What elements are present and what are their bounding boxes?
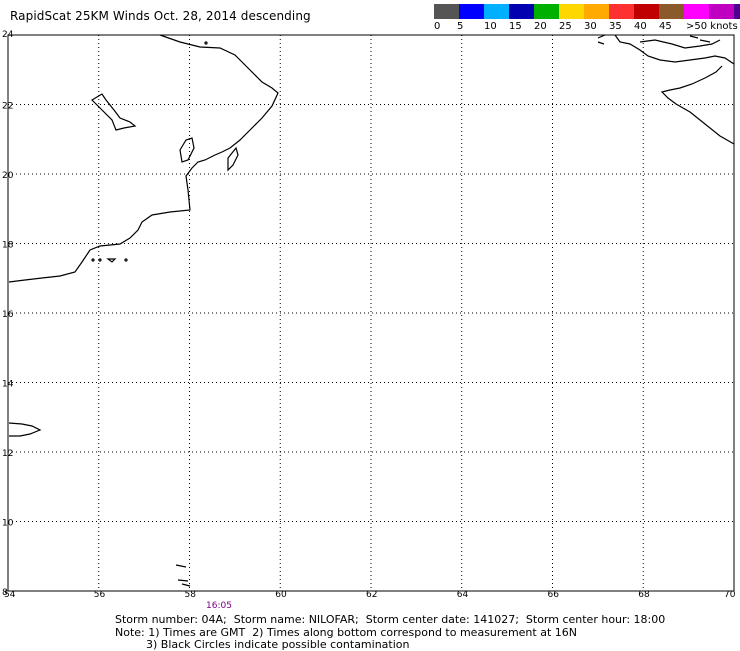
islet: [91, 258, 95, 262]
x-tick-label: 64: [457, 590, 469, 600]
x-tick-label: 70: [724, 590, 736, 600]
coast-inlet: [179, 137, 195, 163]
legend-swatch: [459, 4, 484, 19]
x-tick-label: 56: [94, 590, 106, 600]
legend-label: 45: [659, 21, 672, 32]
x-tick-label: 60: [275, 590, 287, 600]
islet: [98, 258, 102, 262]
y-tick-label: 12: [2, 449, 13, 459]
x-tick-label: 58: [185, 590, 197, 600]
y-tick-label: 18: [2, 241, 14, 251]
x-tick-label: 66: [548, 590, 560, 600]
y-tick-label: 14: [2, 380, 14, 390]
x-tick-label: 54: [4, 590, 16, 600]
y-tick-label: 20: [2, 171, 14, 181]
legend-swatch: [584, 4, 609, 19]
wind-barb: [175, 564, 191, 587]
socotra-island: [8, 422, 42, 437]
legend-swatch: [684, 4, 709, 19]
legend-swatch: [559, 4, 584, 19]
legend-swatch: [709, 4, 734, 19]
legend-swatch: [634, 4, 659, 19]
islet: [204, 41, 208, 45]
wind-speed-legend: 0 5 10 15 20 25 30 35 40 45 >50 knots: [434, 4, 740, 32]
legend-swatch: [734, 4, 740, 19]
legend-label: 10: [484, 21, 497, 32]
legend-label: 15: [509, 21, 522, 32]
legend-swatch: [509, 4, 534, 19]
y-tick-label: 10: [2, 519, 14, 529]
legend-label: 0: [434, 21, 441, 32]
y-tick-label: 16: [2, 310, 14, 320]
legend-label: 40: [634, 21, 647, 32]
coastline: [8, 34, 735, 587]
coast-detail: [597, 35, 711, 45]
time-label: 16:05: [206, 601, 232, 611]
legend-label: 35: [609, 21, 622, 32]
kathiawar-coast: [660, 65, 735, 145]
y-tick-label: 8: [2, 588, 8, 598]
y-tick-label: 22: [2, 102, 13, 112]
storm-info: Storm number: 04A; Storm name: NILOFAR; …: [115, 613, 666, 626]
legend-swatch: [484, 4, 509, 19]
y-tick-label: 24: [2, 30, 14, 40]
islet: [124, 258, 128, 262]
note-line-1: Note: 1) Times are GMT 2) Times along bo…: [115, 626, 577, 639]
legend-swatch: [609, 4, 634, 19]
legend-label: 25: [559, 21, 572, 32]
legend-label: 5: [457, 21, 464, 32]
masirah-island: [227, 146, 239, 172]
note-line-2: 3) Black Circles indicate possible conta…: [146, 638, 410, 651]
map-title: RapidScat 25KM Winds Oct. 28, 2014 desce…: [10, 9, 311, 23]
gulf-of-kutch: [639, 39, 721, 49]
lat-lon-grid: 54 56 58 60 62 64 66 68 70 24 22 20 18 16 14 12 10 8 16:05: [2, 30, 736, 611]
island-north: [91, 93, 137, 131]
legend-label: >50 knots: [686, 21, 738, 32]
legend-swatch: [659, 4, 684, 19]
legend-swatch: [534, 4, 559, 19]
oman-coast: [8, 34, 279, 283]
india-coast: [597, 34, 735, 65]
x-tick-label: 62: [366, 590, 377, 600]
x-tick-label: 68: [638, 590, 650, 600]
islet: [106, 258, 117, 263]
legend-swatch: [434, 4, 459, 19]
color-scale: [434, 4, 740, 19]
legend-label: 30: [584, 21, 597, 32]
legend-label: 20: [534, 21, 547, 32]
